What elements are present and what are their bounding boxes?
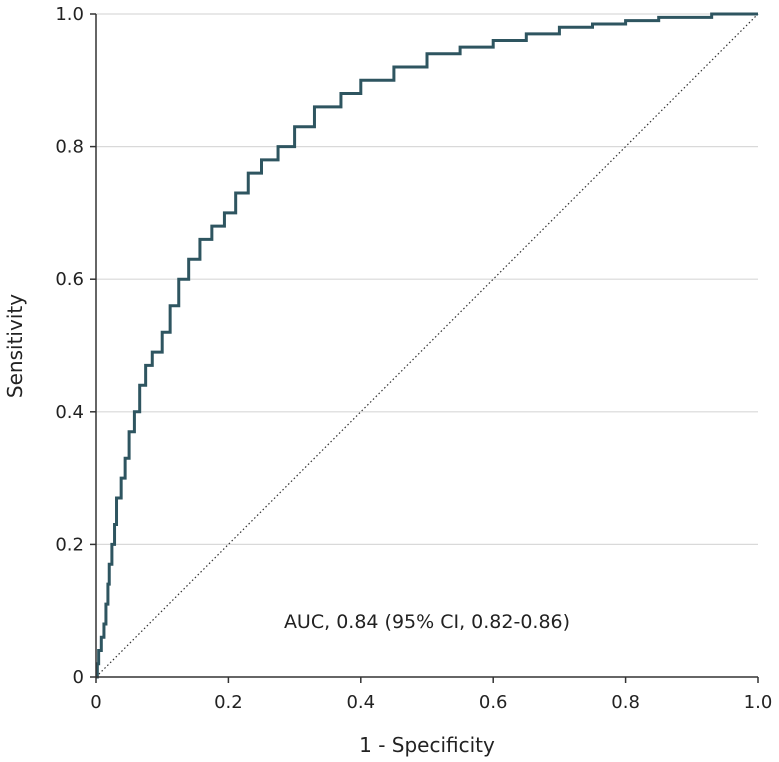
y-tick-label-3: 0.6 bbox=[55, 269, 84, 290]
x-tick-label-1: 0.2 bbox=[214, 692, 243, 713]
y-tick-label-0: 0 bbox=[73, 667, 84, 688]
y-tick-label-5: 1.0 bbox=[55, 4, 84, 25]
x-tick-label-0: 0 bbox=[90, 692, 101, 713]
x-tick-label-5: 1.0 bbox=[744, 692, 773, 713]
axis-layer bbox=[95, 14, 758, 678]
reference-layer bbox=[95, 13, 759, 678]
x-tick-label-2: 0.4 bbox=[346, 692, 375, 713]
grid-layer bbox=[96, 13, 758, 546]
curve-layer bbox=[95, 12, 758, 679]
y-tick-label-2: 0.4 bbox=[55, 402, 84, 423]
y-axis-title: Sensitivity bbox=[3, 294, 27, 398]
y-tick-label-1: 0.2 bbox=[55, 534, 84, 555]
x-tick-label-3: 0.6 bbox=[479, 692, 508, 713]
x-tick-label-4: 0.8 bbox=[611, 692, 640, 713]
auc-annotation: AUC, 0.84 (95% CI, 0.82-0.86) bbox=[284, 611, 570, 633]
reference-diagonal-line bbox=[95, 13, 759, 678]
x-axis-title: 1 - Specificity bbox=[359, 733, 495, 757]
tick-layer: 0 0.2 0.4 0.6 0.8 1.0 0 0.2 0.4 0.6 0.8 1.0 bbox=[55, 4, 772, 713]
y-tick-label-4: 0.8 bbox=[55, 137, 84, 158]
roc-curve-line bbox=[95, 12, 758, 679]
